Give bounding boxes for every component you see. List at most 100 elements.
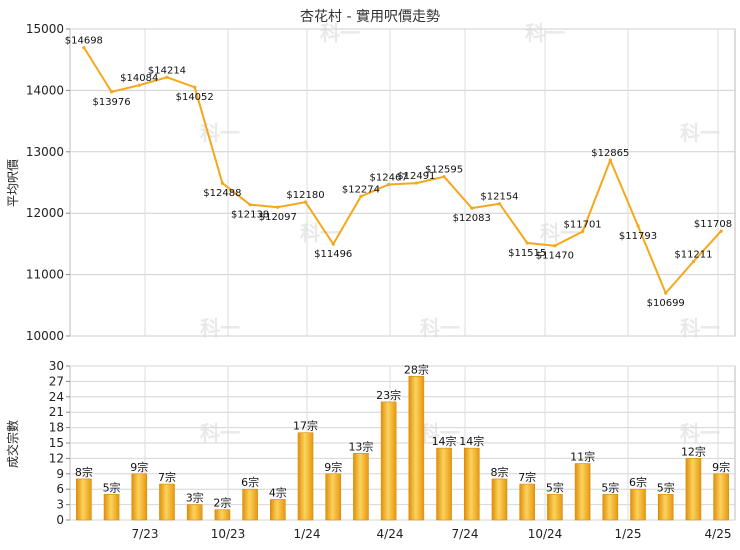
- price-point: [359, 194, 363, 198]
- y-tick-label: 9: [56, 467, 64, 481]
- y-tick-label: 14000: [26, 83, 64, 97]
- x-tick-label: 7/23: [132, 527, 159, 541]
- count-bar: [602, 494, 619, 521]
- y-tick-label: 12000: [26, 206, 64, 220]
- count-data-label: 28宗: [404, 362, 429, 376]
- y-tick-label: 30: [49, 359, 64, 373]
- watermark-text: 科一: [420, 421, 460, 445]
- price-data-label: $12097: [259, 212, 297, 223]
- x-tick-label: 4/25: [705, 527, 732, 541]
- price-data-label: $12467: [370, 173, 408, 184]
- price-point: [303, 200, 308, 204]
- count-bar: [353, 452, 369, 521]
- count-data-label: 14宗: [432, 434, 457, 448]
- watermark-text: 科一: [680, 121, 720, 145]
- x-tick-label: 1/25: [615, 527, 642, 541]
- price-point: [608, 158, 612, 162]
- count-bar: [242, 488, 258, 521]
- x-tick-label: 10/23: [211, 527, 246, 541]
- count-data-label: 8宗: [75, 465, 93, 479]
- price-point: [220, 181, 224, 185]
- price-point: [525, 241, 529, 245]
- count-data-label: 5宗: [657, 480, 675, 494]
- price-data-label: $11211: [674, 250, 712, 261]
- count-bar: [214, 509, 231, 521]
- count-data-label: 23宗: [376, 388, 401, 402]
- count-chart-bars: [76, 375, 729, 521]
- price-point: [553, 244, 557, 248]
- count-bar: [159, 483, 175, 521]
- count-bar: [685, 458, 702, 521]
- x-tick-label: 10/24: [528, 527, 563, 541]
- price-chart-series: [83, 46, 722, 295]
- price-point: [137, 83, 141, 87]
- count-bar: [76, 478, 92, 521]
- count-bar: [713, 473, 729, 521]
- watermark-text: 科一: [320, 21, 360, 45]
- y-tick-label: 18: [49, 421, 64, 435]
- count-bar: [131, 473, 148, 521]
- count-bar: [491, 478, 508, 521]
- y-tick-label: 0: [56, 513, 64, 527]
- price-chart-data-labels: $14698 $13976 $14084$14214 $14052 $12488 $121…: [65, 36, 732, 310]
- price-data-label: $12083: [453, 213, 491, 224]
- price-point: [248, 203, 252, 207]
- count-bar: [270, 499, 286, 521]
- y-tick-label: 24: [49, 390, 64, 404]
- y-tick-label: 3: [56, 498, 64, 512]
- price-point: [581, 229, 585, 234]
- price-point: [82, 45, 86, 50]
- price-point: [691, 260, 696, 264]
- count-data-label: 7宗: [518, 470, 536, 484]
- price-data-label: $12595: [425, 165, 463, 176]
- price-axis-title: 平均呎價: [6, 159, 20, 207]
- count-bar: [103, 494, 120, 521]
- count-bar: [408, 375, 425, 521]
- count-data-label: 9宗: [712, 460, 730, 474]
- chart-title: 杏花村 - 實用呎價走勢: [300, 8, 440, 25]
- count-data-label: 8宗: [490, 465, 508, 479]
- count-bar: [325, 473, 342, 521]
- price-data-label: $10699: [647, 298, 685, 309]
- y-tick-label: 15000: [26, 22, 64, 36]
- y-tick-label: 21: [49, 405, 64, 419]
- count-data-label: 13宗: [348, 439, 373, 453]
- y-tick-label: 6: [56, 482, 64, 496]
- price-point: [109, 90, 114, 94]
- y-tick-label: 12: [49, 451, 64, 465]
- count-bar: [547, 494, 563, 521]
- price-data-label: $14698: [65, 36, 103, 47]
- price-point: [331, 242, 335, 246]
- count-bar: [186, 504, 203, 521]
- x-tick-label: 7/24: [452, 527, 479, 541]
- price-data-label: $12274: [342, 184, 380, 195]
- price-data-label: $12138: [231, 210, 269, 221]
- price-data-label: $13976: [92, 97, 130, 108]
- count-bar: [519, 483, 535, 521]
- count-data-label: 6宗: [241, 475, 259, 489]
- count-data-label: 7宗: [158, 470, 176, 484]
- price-point: [470, 206, 474, 210]
- watermark-text: 科一: [200, 421, 240, 445]
- count-axis-title: 成交宗數: [5, 420, 20, 468]
- count-data-label: 4宗: [269, 485, 287, 499]
- count-data-label: 2宗: [213, 496, 231, 510]
- watermark-text: 科一: [540, 221, 580, 245]
- count-bar: [297, 432, 314, 521]
- price-data-label: $12488: [203, 188, 241, 199]
- count-data-label: 11宗: [570, 450, 595, 464]
- count-data-label: 12宗: [681, 444, 706, 458]
- price-data-label: $12491: [397, 171, 435, 182]
- price-data-label: $11793: [619, 231, 657, 242]
- watermark-text: 科一: [200, 121, 240, 145]
- price-data-label: $12865: [591, 148, 629, 159]
- count-bar: [463, 447, 480, 521]
- price-data-label: $14052: [176, 92, 214, 103]
- count-bar: [436, 447, 452, 521]
- count-data-label: 5宗: [601, 480, 619, 494]
- y-tick-label: 11000: [26, 268, 64, 282]
